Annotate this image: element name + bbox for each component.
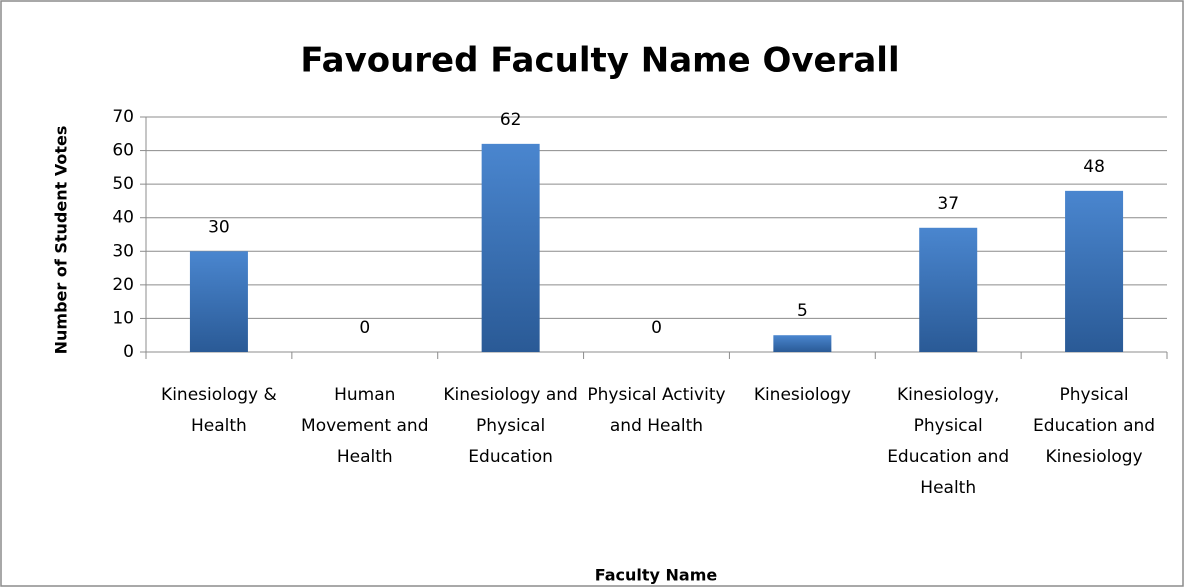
data-label: 5 (797, 301, 808, 321)
x-tick-label-box: Kinesiology, Physical Education and Heal… (887, 385, 1010, 498)
x-tick-label: Kinesiology and Physical Education (443, 385, 578, 467)
bar (773, 335, 832, 352)
bar (189, 251, 248, 352)
y-tick-label: 60 (112, 141, 134, 161)
y-tick-label: 20 (112, 275, 134, 295)
bar (481, 143, 540, 352)
y-tick-label: 0 (123, 342, 134, 362)
data-label: 0 (651, 318, 662, 338)
x-tick-label: Physical Activity and Health (587, 385, 726, 436)
x-tick-label-box: Kinesiology & Health (161, 385, 277, 436)
x-tick-label-box: Human Movement and Health (301, 385, 429, 467)
x-tick-label-box: Physical Activity and Health (587, 385, 726, 436)
y-tick-label: 70 (112, 107, 134, 127)
chart-title: Favoured Faculty Name Overall (300, 41, 899, 81)
y-tick-label: 10 (112, 308, 134, 328)
x-tick-label-box: Kinesiology (753, 385, 851, 405)
data-label: 0 (359, 318, 370, 338)
y-tick-label: 40 (112, 208, 134, 228)
x-axis-label: Faculty Name (595, 566, 718, 585)
y-axis-label: Number of Student Votes (52, 126, 71, 355)
x-tick-label-box: Physical Education and Kinesiology (1033, 385, 1156, 467)
x-tick-label: Kinesiology (753, 385, 851, 405)
x-tick-label: Physical Education and Kinesiology (1033, 385, 1156, 467)
y-tick-label: 30 (112, 241, 134, 261)
x-tick-label: Human Movement and Health (301, 385, 429, 467)
data-label: 48 (1083, 157, 1105, 177)
data-label: 62 (500, 110, 522, 130)
data-label: 30 (208, 217, 230, 237)
x-tick-label: Kinesiology, Physical Education and Heal… (887, 385, 1010, 498)
y-tick-label: 50 (112, 174, 134, 194)
bar (1065, 190, 1124, 352)
bar (919, 227, 978, 352)
x-tick-label: Kinesiology & Health (161, 385, 277, 436)
data-label: 37 (937, 194, 959, 214)
x-tick-label-box: Kinesiology and Physical Education (443, 385, 578, 467)
